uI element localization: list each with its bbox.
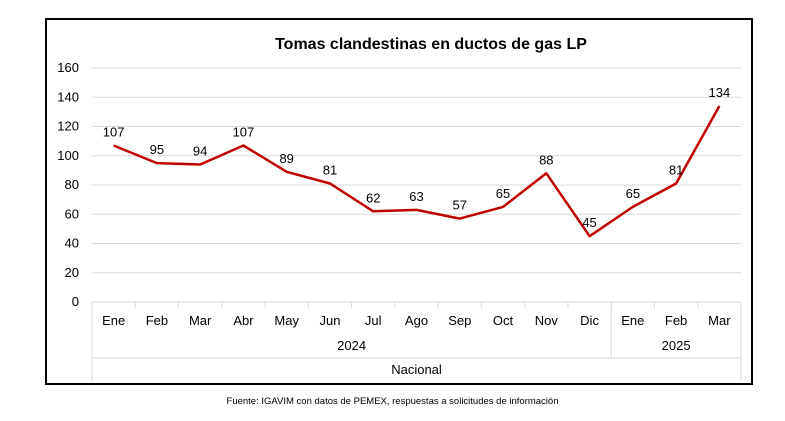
data-label: 107 — [103, 125, 125, 140]
x-axis: Ene Feb Mar Abr May Jun Jul Ago Sep Oct Nov Dic Ene F… — [91, 302, 742, 381]
x-tick-label: Nov — [535, 313, 559, 328]
x-tick-label: Ene — [621, 313, 644, 328]
data-label: 94 — [193, 144, 207, 159]
x-tick-label: Ago — [405, 313, 428, 328]
year-label: 2025 — [662, 338, 691, 353]
data-label: 62 — [366, 190, 380, 205]
x-tick-label: Oct — [493, 313, 514, 328]
y-tick-label: 140 — [57, 89, 79, 104]
data-label: 65 — [496, 186, 510, 201]
chart-frame: Tomas clandestinas en ductos de gas LP 0… — [45, 18, 753, 385]
x-tick-label: Feb — [665, 313, 687, 328]
y-tick-label: 60 — [65, 206, 79, 221]
data-label: 95 — [150, 142, 164, 157]
y-tick-label: 40 — [65, 236, 79, 251]
group-label: Nacional — [391, 362, 442, 377]
y-tick-label: 160 — [57, 60, 79, 75]
series-line — [113, 105, 721, 238]
year-label: 2024 — [337, 338, 366, 353]
data-label: 107 — [233, 125, 255, 140]
y-tick-label: 0 — [72, 294, 79, 309]
data-label: 89 — [279, 151, 293, 166]
x-tick-label: May — [274, 313, 299, 328]
data-label: 81 — [323, 163, 337, 178]
x-tick-label: Mar — [708, 313, 731, 328]
data-label: 57 — [453, 198, 467, 213]
y-axis: 0 20 40 60 80 100 120 140 160 — [57, 60, 79, 309]
data-label: 65 — [626, 186, 640, 201]
gridlines — [92, 67, 741, 303]
x-tick-label: Mar — [189, 313, 212, 328]
x-tick-label: Feb — [146, 313, 168, 328]
x-tick-label: Ene — [102, 313, 125, 328]
source-note: Fuente: IGAVIM con datos de PEMEX, respu… — [226, 396, 559, 407]
y-tick-label: 100 — [57, 148, 79, 163]
x-tick-label: Jul — [365, 313, 382, 328]
chart-title: Tomas clandestinas en ductos de gas LP — [275, 36, 587, 53]
y-tick-label: 80 — [65, 177, 79, 192]
x-tick-label: Jun — [319, 313, 340, 328]
y-tick-label: 120 — [57, 119, 79, 134]
data-label: 134 — [709, 85, 731, 100]
data-label: 81 — [669, 163, 683, 178]
y-tick-label: 20 — [65, 265, 79, 280]
line-chart: Tomas clandestinas en ductos de gas LP 0… — [57, 36, 742, 381]
data-label: 63 — [409, 189, 423, 204]
data-label: 45 — [582, 215, 596, 230]
series-tomas — [113, 105, 721, 238]
x-tick-label: Abr — [233, 313, 254, 328]
data-labels: 107 95 94 107 89 81 62 63 57 65 88 45 65 81 134 — [103, 85, 730, 230]
x-tick-label: Sep — [448, 313, 471, 328]
data-label: 88 — [539, 152, 553, 167]
x-tick-label: Dic — [580, 313, 599, 328]
